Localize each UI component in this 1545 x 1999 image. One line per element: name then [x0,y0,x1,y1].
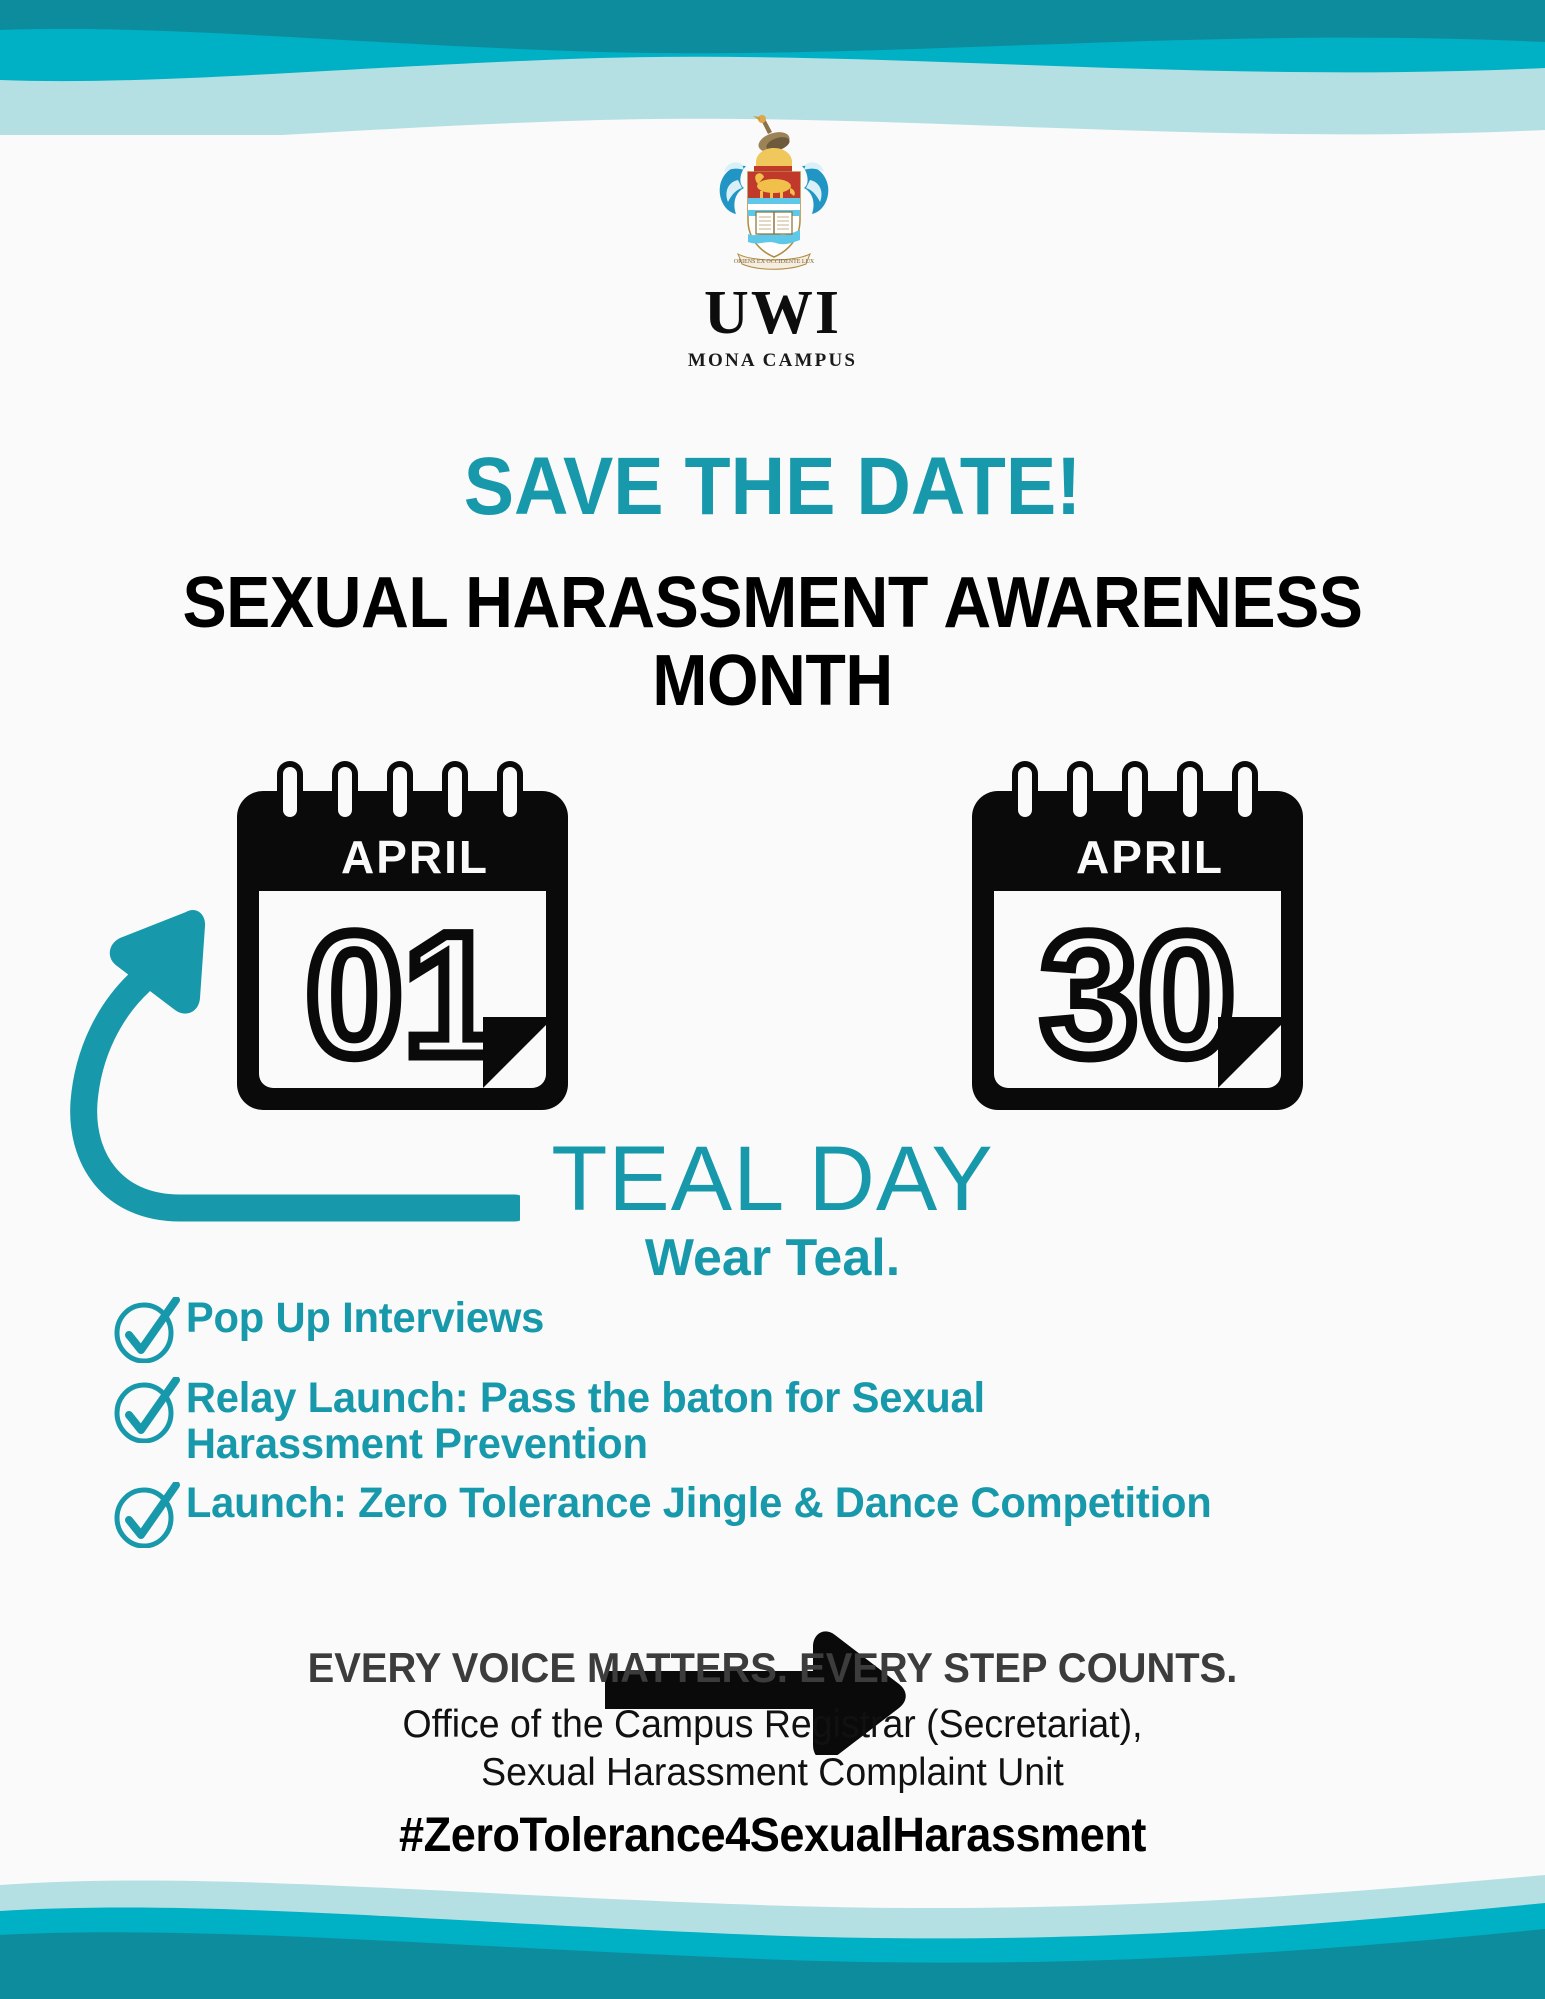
activities-list: Pop Up Interviews Relay Launch: Pass the… [110,1295,1500,1560]
footer-office-line2: Sexual Harassment Complaint Unit [481,1750,1064,1794]
logo-campus-text: MONA CAMPUS [687,350,858,371]
svg-text:APRIL: APRIL [341,831,489,883]
svg-text:APRIL: APRIL [1076,831,1224,883]
page-title: SEXUAL HARASSMENT AWARENESS MONTH [62,563,1483,721]
bottom-wave-decoration [0,1875,1545,1999]
logo-uwi-text: UWI [704,279,841,347]
list-item-label: Relay Launch: Pass the baton for Sexual … [185,1374,985,1469]
teal-day-title: TEAL DAY [551,1128,994,1230]
check-circle-icon [114,1481,180,1548]
teal-curved-arrow-icon [70,909,520,1222]
uwi-crest-icon: ORIENS EX OCCIDENTE LUX [719,115,828,270]
forward-arrow-icon [605,1631,906,1755]
list-item-label: Launch: Zero Tolerance Jingle & Dance Co… [185,1478,1212,1527]
footer-hashtag: #ZeroTolerance4SexualHarassment [398,1809,1146,1863]
svg-text:01: 01 [306,898,501,1093]
check-circle-icon [114,1377,180,1443]
list-item: Launch: Zero Tolerance Jingle & Dance Co… [110,1478,1500,1548]
page-title-line2: MONTH [652,640,893,721]
page-title-line1: SEXUAL HARASSMENT AWARENESS [182,563,1363,643]
wear-teal-subtitle: Wear Teal. [644,1229,901,1287]
calendar-april-01-icon: APRIL 01 [237,761,568,1110]
list-item: Pop Up Interviews [110,1295,1500,1363]
list-item-label: Pop Up Interviews [185,1294,545,1342]
calendar-april-30-icon: APRIL 30 [972,761,1303,1110]
footer-block: EVERY VOICE MATTERS. EVERY STEP COUNTS. … [0,1644,1545,1863]
svg-text:30: 30 [1041,898,1236,1093]
save-the-date-heading: SAVE THE DATE! [463,441,1082,532]
footer-office-line1: Office of the Campus Registrar (Secretar… [402,1703,1143,1747]
list-item: Relay Launch: Pass the baton for Sexual … [110,1375,1500,1468]
check-circle-icon [114,1297,180,1363]
date-range-graphic: APRIL 01 [0,745,1545,1755]
footer-tagline: EVERY VOICE MATTERS. EVERY STEP COUNTS. [307,1644,1238,1691]
svg-text:ORIENS EX OCCIDENTE LUX: ORIENS EX OCCIDENTE LUX [733,259,814,265]
uwi-logo-block: ORIENS EX OCCIDENTE LUX UWI MONA CAMPUS [0,108,1545,372]
